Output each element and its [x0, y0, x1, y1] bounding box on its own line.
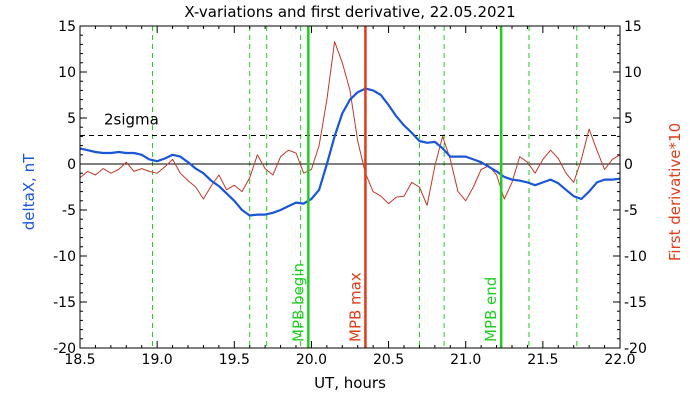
y-tick-label-right: 10: [624, 65, 642, 81]
x-tick-label: 19.5: [219, 352, 250, 368]
y-tick-label-right: -20: [624, 341, 647, 357]
x-tick-label: 20.5: [373, 352, 404, 368]
y-tick-label-right: -15: [624, 295, 647, 311]
y-tick-label-right: 0: [624, 157, 633, 173]
x-tick-label: 18.5: [64, 352, 95, 368]
marker-label-mpb-begin: MPB begin: [289, 263, 307, 342]
plot-layer: 2sigma MPB begin MPB max MPB end 18.5 19.0 19.…: [53, 19, 647, 368]
y-tick-label-right: -10: [624, 249, 647, 265]
y-tick-label-right: 15: [624, 19, 642, 35]
y-tick-label-left: 5: [67, 111, 76, 127]
y-tick-label-right: 5: [624, 111, 633, 127]
chart-title: X-variations and first derivative, 22.05…: [184, 3, 515, 21]
x-axis-title: UT, hours: [314, 374, 386, 392]
x-tick-label: 19.0: [142, 352, 173, 368]
y-tick-label-left: -15: [53, 295, 76, 311]
y-axis-left-title: deltaX, nT: [20, 153, 38, 230]
y-tick-label-right: -5: [624, 203, 638, 219]
deltax-series-line: [79, 87, 621, 217]
y-tick-label-left: -10: [53, 249, 76, 265]
marker-label-mpb-end: MPB end: [482, 277, 500, 342]
x-tick-label: 21.0: [450, 352, 481, 368]
y-tick-label-left: 0: [67, 157, 76, 173]
y-tick-label-left: 10: [58, 65, 76, 81]
y-tick-label-left: -20: [53, 341, 76, 357]
y-axis-right-title: First derivative*10: [666, 123, 684, 261]
plot-frame: [79, 25, 621, 349]
x-tick-label: 21.5: [527, 352, 558, 368]
marker-label-mpb-max: MPB max: [346, 272, 364, 342]
derivative-series-line: [79, 41, 621, 206]
y-tick-label-left: -5: [62, 203, 76, 219]
sigma-label: 2sigma: [104, 110, 159, 128]
y-tick-label-left: 15: [58, 19, 76, 35]
x-tick-label: 20.0: [296, 352, 327, 368]
x-tick-label: 22.0: [604, 352, 635, 368]
